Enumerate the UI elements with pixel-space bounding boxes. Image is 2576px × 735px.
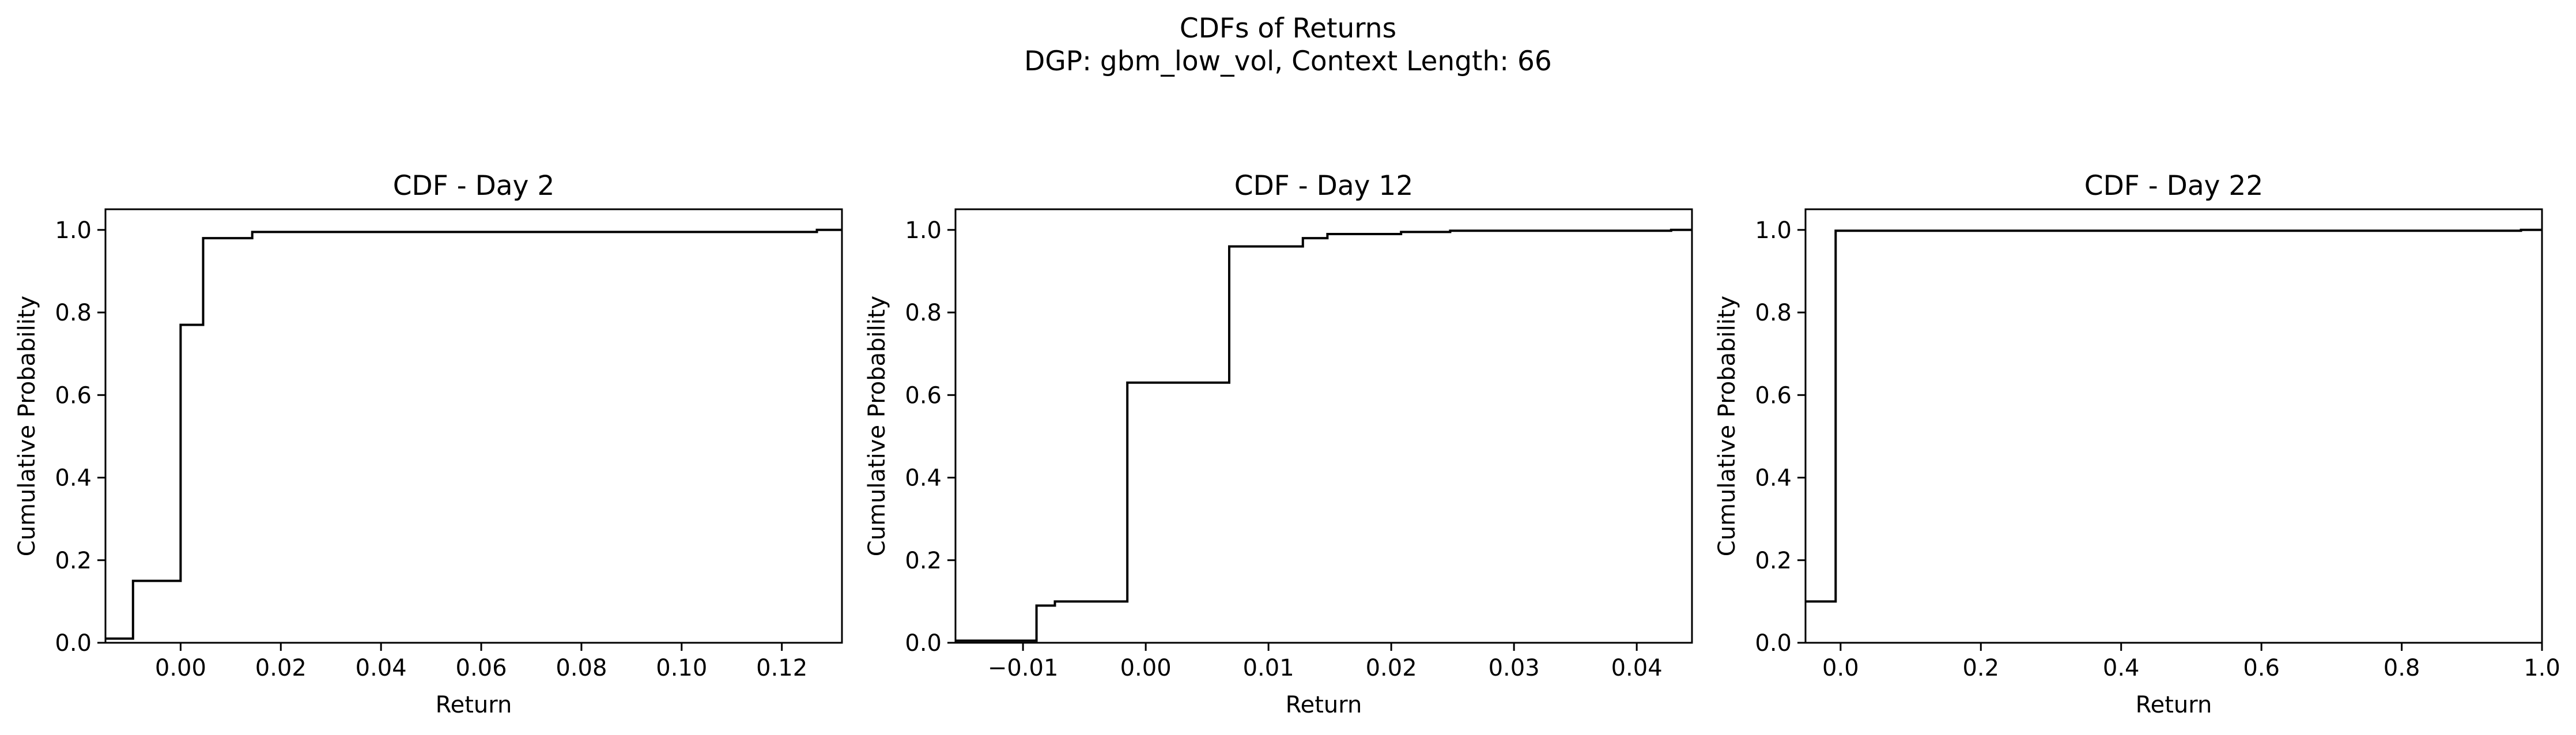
y-axis-label: Cumulative Probability (864, 296, 890, 556)
figure-suptitle-line1: CDFs of Returns (1180, 13, 1396, 44)
x-tick-label: 0.0 (1822, 655, 1859, 681)
y-tick-label: 0.8 (55, 300, 92, 326)
x-axis-label: Return (436, 692, 512, 718)
y-tick-label: 0.2 (55, 548, 92, 574)
y-tick-label: 0.2 (1755, 548, 1792, 574)
x-tick-label: 0.2 (1962, 655, 1999, 681)
y-tick-label: 1.0 (1755, 217, 1792, 244)
y-tick-label: 0.6 (55, 382, 92, 409)
y-tick-label: 0.4 (1755, 465, 1792, 492)
y-axis-label: Cumulative Probability (1714, 296, 1740, 556)
axes-frame (1804, 208, 2543, 644)
y-tick-label: 0.0 (905, 630, 942, 657)
panel-title: CDF - Day 22 (2084, 170, 2263, 202)
x-tick-label: 0.02 (1366, 655, 1417, 681)
y-tick-label: 1.0 (55, 217, 92, 244)
x-tick-label: 0.04 (1611, 655, 1663, 681)
y-tick-label: 0.4 (905, 465, 942, 492)
y-tick-label: 0.2 (905, 548, 942, 574)
cdf-panel-day-22: 0.0 0.2 0.4 0.6 0.8 1.0 0.0 0.2 0.4 0.6 0.8 1.0 CDF … (1714, 170, 2560, 718)
panel-title: CDF - Day 2 (393, 170, 555, 202)
axes-frame (954, 208, 1693, 644)
y-tick-label: 0.4 (55, 465, 92, 492)
x-tick-label: 0.8 (2384, 655, 2420, 681)
cdf-step-line (105, 228, 842, 640)
y-tick-label: 0.0 (1755, 630, 1792, 657)
cdf-step-line (955, 228, 1692, 642)
x-tick-label: 1.0 (2524, 655, 2560, 681)
y-tick-label: 0.6 (1755, 382, 1792, 409)
x-tick-label: 0.08 (556, 655, 607, 681)
x-axis-label: Return (1286, 692, 1362, 718)
x-axis-label: Return (2136, 692, 2212, 718)
cdf-step-line (1806, 228, 2542, 603)
y-tick-label: 0.6 (905, 382, 942, 409)
x-tick-label: 0.10 (656, 655, 707, 681)
y-tick-label: 0.0 (55, 630, 92, 657)
x-tick-label: 0.02 (255, 655, 307, 681)
figure-suptitle-line2: DGP: gbm_low_vol, Context Length: 66 (1024, 46, 1552, 77)
cdf-panel-day-12: −0.01 0.00 0.01 0.02 0.03 0.04 0.0 0.2 0.4 0.6 0.8… (864, 170, 1693, 718)
x-tick-label: 0.00 (155, 655, 206, 681)
x-tick-label: 0.6 (2243, 655, 2280, 681)
x-tick-label: 0.06 (456, 655, 507, 681)
y-tick-label: 0.8 (905, 300, 942, 326)
x-tick-label: 0.12 (756, 655, 807, 681)
x-tick-label: 0.4 (2103, 655, 2140, 681)
y-tick-label: 1.0 (905, 217, 942, 244)
x-tick-label: −0.01 (988, 655, 1059, 681)
x-tick-label: 0.01 (1243, 655, 1294, 681)
x-tick-label: 0.00 (1120, 655, 1172, 681)
panel-title: CDF - Day 12 (1234, 170, 1413, 202)
y-axis-label: Cumulative Probability (14, 296, 40, 556)
axes-frame (104, 208, 843, 644)
cdf-panel-day-2: 0.00 0.02 0.04 0.06 0.08 0.10 0.12 0.0 0.2 0.4 0.6… (14, 170, 843, 718)
x-tick-label: 0.04 (356, 655, 407, 681)
x-tick-label: 0.03 (1489, 655, 1540, 681)
y-tick-label: 0.8 (1755, 300, 1792, 326)
